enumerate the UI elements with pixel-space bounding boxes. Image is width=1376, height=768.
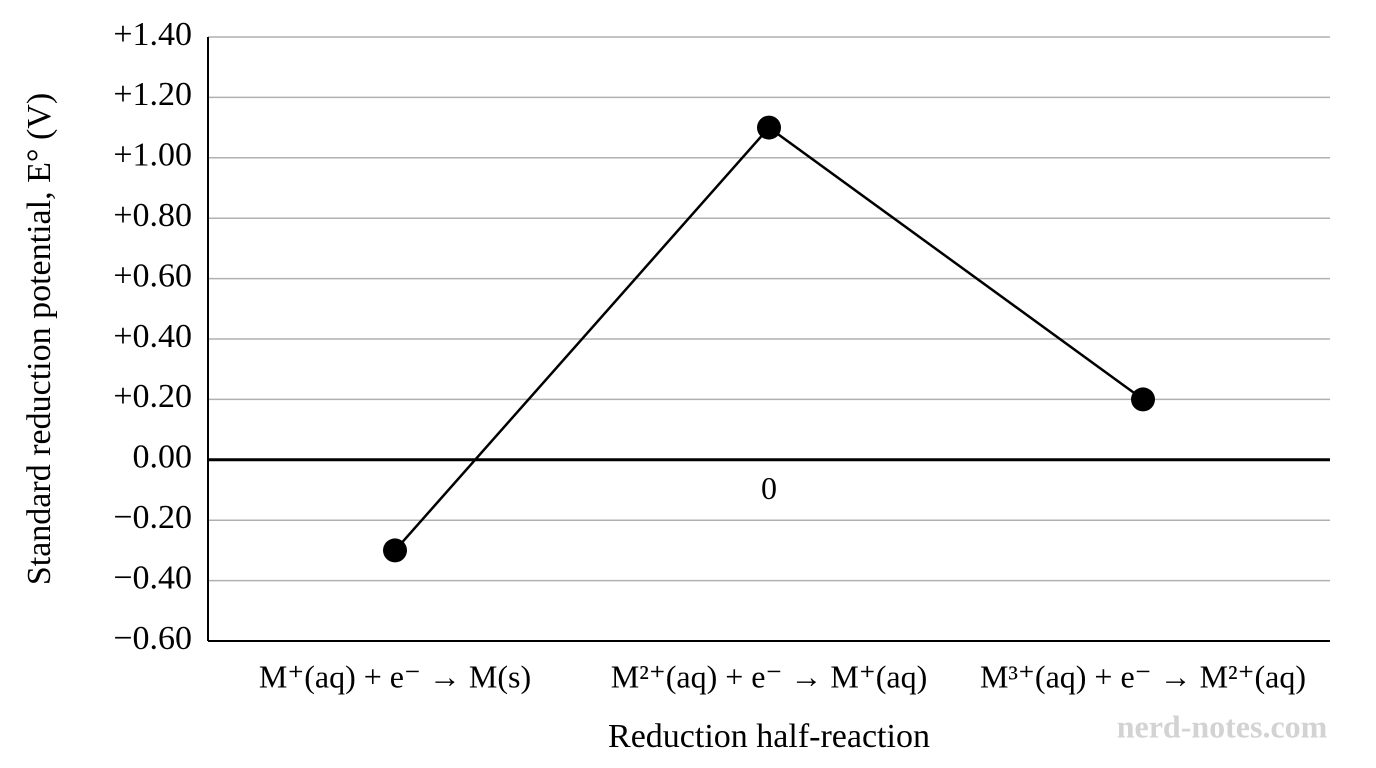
x-tick-label: M³⁺(aq) + e⁻ → M²⁺(aq) [980, 658, 1306, 694]
y-tick-label: −0.40 [113, 559, 192, 596]
y-tick-label: 0.00 [133, 439, 193, 476]
point [1131, 387, 1155, 412]
point [383, 538, 407, 563]
y-tick-label: +0.40 [113, 318, 192, 355]
annotation: 0 [761, 470, 777, 506]
watermark: nerd-notes.com [1117, 708, 1328, 744]
y-tick-label: +0.80 [113, 197, 192, 234]
point [757, 115, 781, 140]
y-tick-label: +1.40 [113, 16, 192, 53]
x-tick-label: M⁺(aq) + e⁻ → M(s) [259, 658, 531, 694]
y-tick-label: +0.60 [113, 257, 192, 294]
y-axis-title: Standard reduction potential, E° (V) [21, 93, 58, 585]
y-tick-label: +1.00 [113, 137, 192, 174]
y-tick-label: −0.20 [113, 499, 192, 536]
y-tick-label: +1.20 [113, 76, 192, 113]
y-tick-label: +0.20 [113, 378, 192, 415]
x-axis-title: Reduction half-reaction [608, 718, 930, 755]
x-tick-label: M²⁺(aq) + e⁻ → M⁺(aq) [611, 658, 927, 694]
y-tick-label: −0.60 [113, 620, 192, 657]
